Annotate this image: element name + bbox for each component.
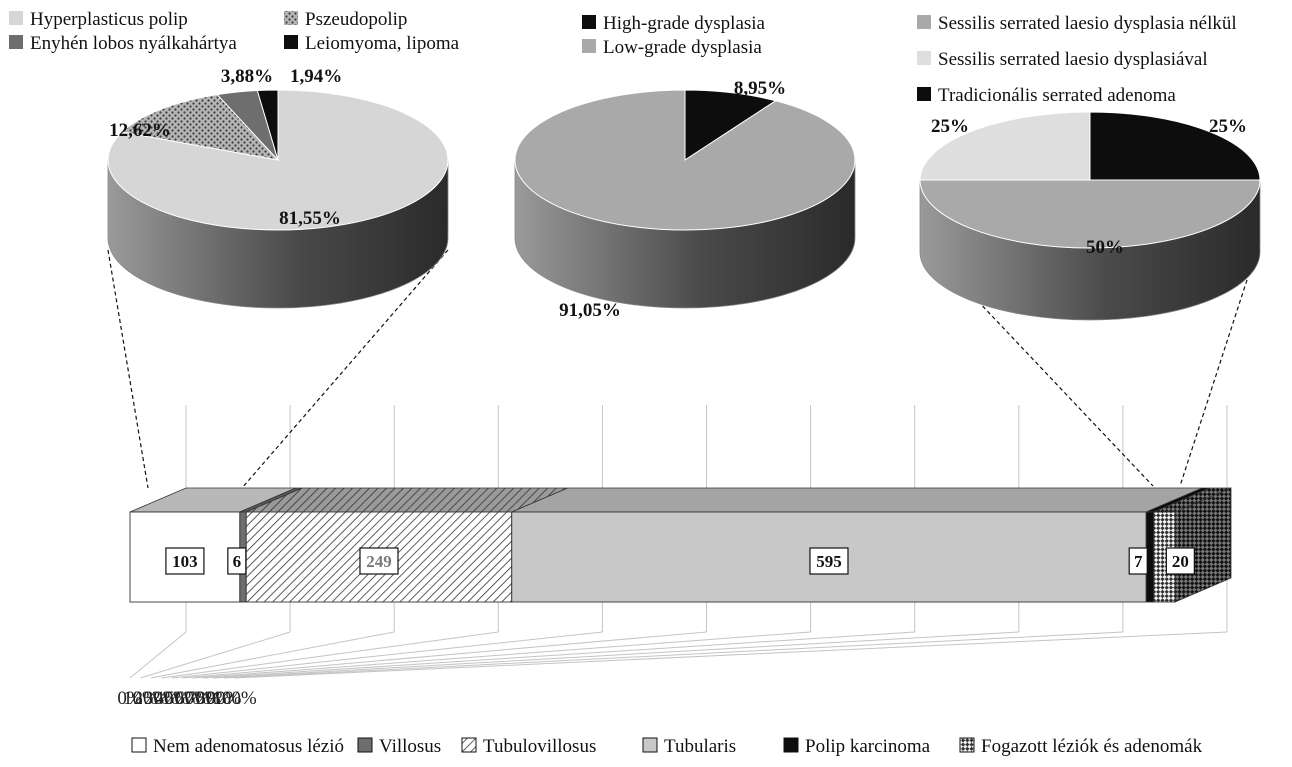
pie-slice — [684, 89, 777, 161]
legend-swatch — [284, 11, 298, 25]
x-tick-label: 30% — [144, 688, 179, 709]
legend-swatch — [917, 51, 931, 65]
gridline-floor — [150, 631, 395, 679]
bar-segment-top — [511, 487, 1203, 513]
legend-swatch — [642, 737, 658, 753]
x-tick-label: 40% — [154, 688, 189, 709]
x-tick-label: 20% — [133, 688, 168, 709]
pie-chart: 81,55% 12,62% 3,88% 1,94% — [107, 66, 449, 309]
x-tick-label: 90% — [207, 688, 242, 709]
x-tick-label: 60% — [175, 688, 210, 709]
legend-swatch — [9, 11, 23, 25]
data-label-box — [809, 547, 849, 575]
legend-swatch — [9, 35, 23, 49]
connector-line — [241, 249, 449, 489]
connector-line — [107, 249, 149, 489]
pie-slice-label: 91,05% — [559, 300, 621, 321]
legend-label: Sessilis serrated laesio dysplasia nélkü… — [938, 13, 1237, 34]
data-label-box — [1165, 547, 1195, 575]
data-label: 595 — [816, 552, 842, 571]
data-label: 249 — [366, 552, 392, 571]
data-label: 7 — [1134, 552, 1143, 571]
pie-slice — [514, 89, 856, 231]
legend-swatch — [783, 737, 799, 753]
pie-slice — [919, 179, 1261, 249]
data-label: 6 — [233, 552, 242, 571]
legend-swatch — [917, 87, 931, 101]
pie-slice-label: 3,88% — [221, 66, 273, 87]
connector-line — [1179, 239, 1261, 487]
legend-label: Nem adenomatosus lézió — [153, 736, 344, 757]
data-label-box — [165, 547, 205, 575]
legend-swatch — [917, 15, 931, 29]
x-tick-label: 50% — [165, 688, 200, 709]
legend-label: Tradicionális serrated adenoma — [938, 85, 1176, 106]
gridline-floor — [224, 631, 1123, 679]
gridline-floor — [203, 631, 915, 679]
gridline-floor — [171, 631, 603, 679]
gridline-floor — [161, 631, 499, 679]
legend-swatch — [284, 35, 298, 49]
legend-label: Fogazott léziók és adenomák — [981, 736, 1203, 757]
x-tick-label: 0% — [117, 688, 143, 709]
data-label: 103 — [172, 552, 198, 571]
pie-slice-label: 25% — [931, 116, 969, 137]
legend-label: Tubulovillosus — [483, 736, 596, 757]
pie-chart: 25% 50% 25% — [919, 111, 1261, 321]
pie-slice — [1089, 111, 1261, 181]
legend-label: Low-grade dysplasia — [603, 37, 762, 58]
legend-label: Hyperplasticus polip — [30, 9, 188, 30]
legend-label: Leiomyoma, lipoma — [305, 33, 460, 54]
pie-slice-label: 12,62% — [109, 120, 171, 141]
legend-label: Polip karcinoma — [805, 736, 931, 757]
gridline-floor — [140, 631, 291, 679]
data-label-box — [1128, 547, 1148, 575]
legend-swatch — [357, 737, 373, 753]
legend-label: Villosus — [379, 736, 441, 757]
pie-slice-label: 1,94% — [290, 66, 342, 87]
pie-slice — [256, 89, 279, 161]
gridline-floor — [182, 631, 707, 679]
legend-swatch — [461, 737, 477, 753]
gridline-floor — [213, 631, 1019, 679]
data-label-box — [227, 547, 247, 575]
data-label: 20 — [1172, 552, 1189, 571]
legend-swatch — [959, 737, 975, 753]
x-tick-label: 100% — [212, 688, 257, 709]
legend-swatch — [131, 737, 147, 753]
x-tick-label: 80% — [196, 688, 231, 709]
gridline-floor — [192, 631, 811, 679]
gridline-floor — [234, 631, 1228, 679]
pie-slice-label: 8,95% — [734, 78, 786, 99]
legend-swatch — [582, 15, 596, 29]
pie-slice-label: 25% — [1209, 116, 1247, 137]
x-tick-label: 70% — [186, 688, 221, 709]
pie-slice-label: 81,55% — [279, 208, 341, 229]
pie-chart: 8,95% 91,05% — [514, 78, 856, 321]
pie-slice-label: 50% — [1086, 237, 1124, 258]
pie-slice — [121, 94, 280, 161]
legend-label: Pszeudopolip — [305, 9, 407, 30]
pie-slice — [919, 111, 1091, 181]
legend-label: Enyhén lobos nyálkahártya — [30, 33, 237, 54]
legend-label: Sessilis serrated laesio dysplasiával — [938, 49, 1208, 70]
data-label-box — [359, 547, 399, 575]
legend-label: High-grade dysplasia — [603, 13, 766, 34]
gridline-floor — [129, 631, 187, 679]
legend-swatch — [582, 39, 596, 53]
legend-label: Tubularis — [664, 736, 736, 757]
x-tick-label: 10% — [123, 688, 158, 709]
